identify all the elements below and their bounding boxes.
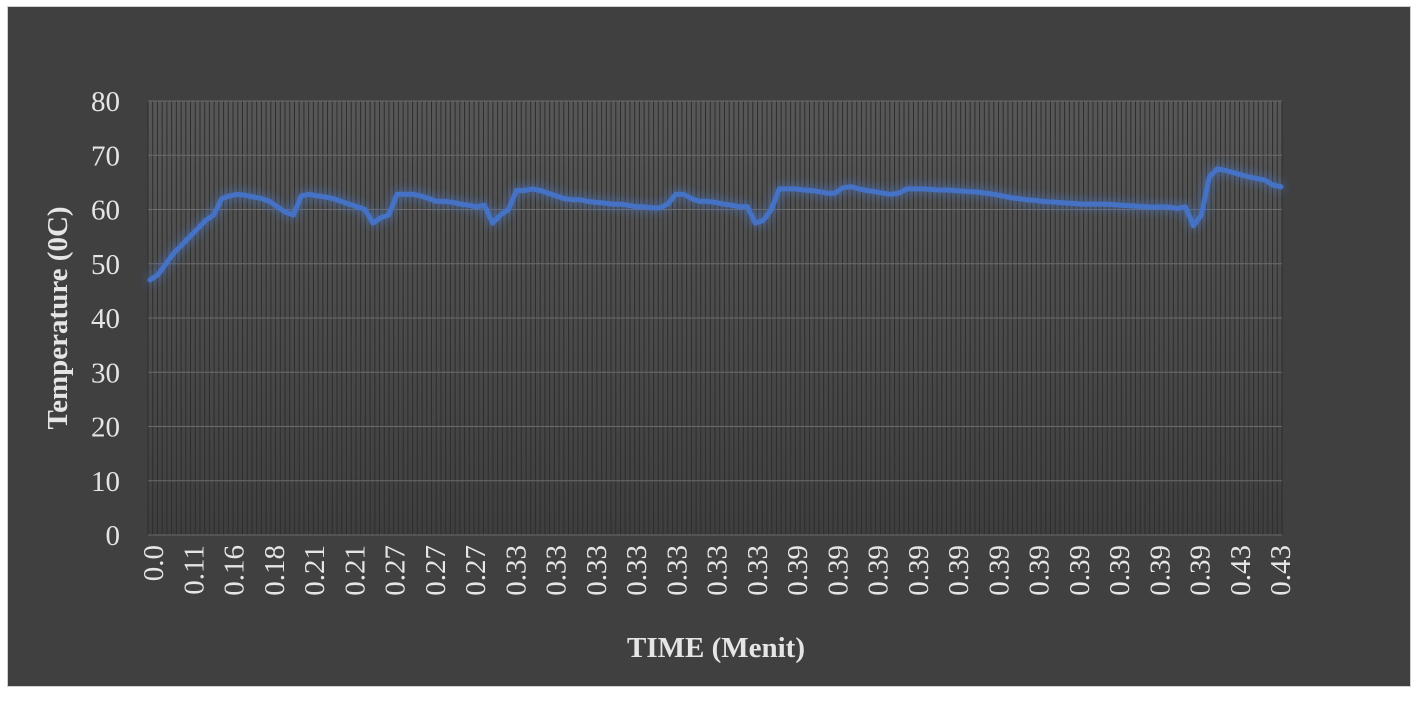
y-tick-label: 80 <box>91 86 120 118</box>
x-tick-label: 0.33 <box>702 545 734 596</box>
x-tick-label: 0.39 <box>1104 545 1136 596</box>
x-tick-label: 0.33 <box>742 545 774 596</box>
x-tick-label: 0.39 <box>782 545 814 596</box>
grid <box>147 100 1283 536</box>
y-tick-label: 50 <box>91 249 120 281</box>
x-tick-label: 0.11 <box>178 545 210 595</box>
x-tick-label: 0.21 <box>299 545 331 596</box>
x-tick-label: 0.27 <box>380 545 412 596</box>
y-axis-title: Temperature (0C) <box>42 206 74 429</box>
x-tick-label: 0.43 <box>1225 545 1257 596</box>
y-tick-label: 10 <box>91 466 120 498</box>
y-tick-label: 30 <box>91 357 120 389</box>
x-tick-label: 0.33 <box>500 545 532 596</box>
y-tick-label: 60 <box>91 195 120 227</box>
x-tick-label: 0.39 <box>1064 545 1096 596</box>
x-tick-label: 0.33 <box>621 545 653 596</box>
x-tick-label: 0.43 <box>1265 545 1297 596</box>
x-tick-label: 0.21 <box>339 545 371 596</box>
x-tick-label: 0.27 <box>460 545 492 596</box>
x-tick-label: 0.33 <box>581 545 613 596</box>
y-tick-label: 70 <box>91 140 120 172</box>
y-tick-label: 20 <box>91 412 120 444</box>
x-tick-label: 0.39 <box>943 545 975 596</box>
series-line <box>147 166 1284 283</box>
y-tick-label: 40 <box>91 303 120 335</box>
y-tick-label: 0 <box>106 520 121 552</box>
x-tick-label: 0.33 <box>661 545 693 596</box>
x-axis-title: TIME (Menit) <box>627 632 805 664</box>
x-tick-label: 0.18 <box>259 545 291 596</box>
x-tick-label: 0.39 <box>1024 545 1056 596</box>
x-tick-label: 0.39 <box>983 545 1015 596</box>
x-tick-label: 0.39 <box>1144 545 1176 596</box>
x-tick-label: 0.33 <box>541 545 573 596</box>
x-tick-label: 0.27 <box>420 545 452 596</box>
y-tick-labels: 0 10 20 30 40 50 60 70 80 <box>91 86 120 552</box>
x-tick-label: 0.39 <box>822 545 854 596</box>
x-tick-label: 0.0 <box>138 545 170 581</box>
x-tick-label: 0.39 <box>863 545 895 596</box>
series-layer <box>147 166 1284 283</box>
x-tick-label: 0.16 <box>219 545 251 596</box>
x-tick-label: 0.39 <box>903 545 935 596</box>
x-tick-label: 0.39 <box>1185 545 1217 596</box>
x-tick-labels: 0.0 0.11 0.16 0.18 0.21 0.21 0.27 0.27 0.27 0.33 0… <box>138 545 1297 596</box>
